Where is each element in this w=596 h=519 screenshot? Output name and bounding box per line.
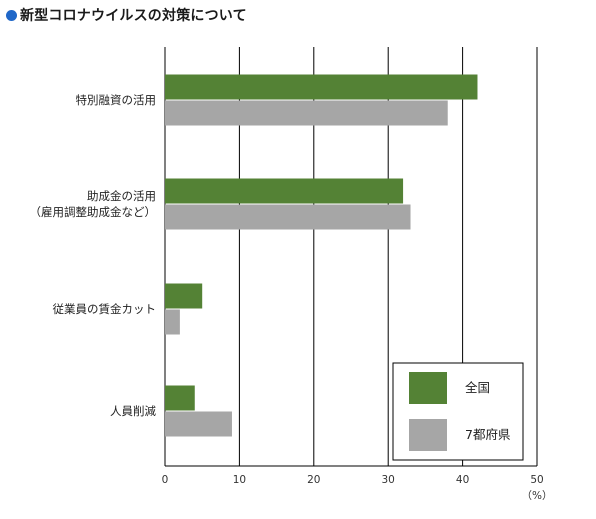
legend-swatch-1: [409, 419, 447, 451]
legend-label-1: 7都府県: [465, 427, 510, 442]
chart-title: 新型コロナウイルスの対策について: [20, 8, 247, 24]
bar-2-0: [165, 283, 203, 309]
x-tick-label-20: 20: [307, 474, 320, 486]
legend-label-0: 全国: [465, 380, 490, 395]
bar-2-1: [165, 309, 180, 335]
category-label-3-0: 人員削減: [110, 404, 156, 418]
x-tick-label-50: 50: [530, 474, 543, 486]
chart-title-row: 新型コロナウイルスの対策について: [6, 5, 247, 25]
category-label-1-0: 助成金の活用: [87, 189, 156, 203]
category-label-0-0: 特別融資の活用: [76, 93, 157, 107]
title-bullet-icon: [6, 9, 17, 21]
category-label-2-0: 従業員の賃金カット: [53, 302, 157, 316]
bar-1-0: [165, 178, 404, 204]
bar-0-1: [165, 100, 448, 126]
legend-swatch-0: [409, 372, 447, 404]
category-label-1-1: （雇用調整助成金など）: [30, 205, 157, 219]
x-tick-label-0: 0: [162, 474, 169, 486]
bar-3-0: [165, 385, 195, 411]
x-unit-label: （%）: [522, 490, 553, 502]
bar-3-1: [165, 411, 232, 437]
x-tick-label-40: 40: [456, 474, 469, 486]
bar-1-1: [165, 204, 411, 230]
bar-0-0: [165, 74, 478, 100]
x-tick-label-30: 30: [382, 474, 395, 486]
x-tick-label-10: 10: [233, 474, 246, 486]
